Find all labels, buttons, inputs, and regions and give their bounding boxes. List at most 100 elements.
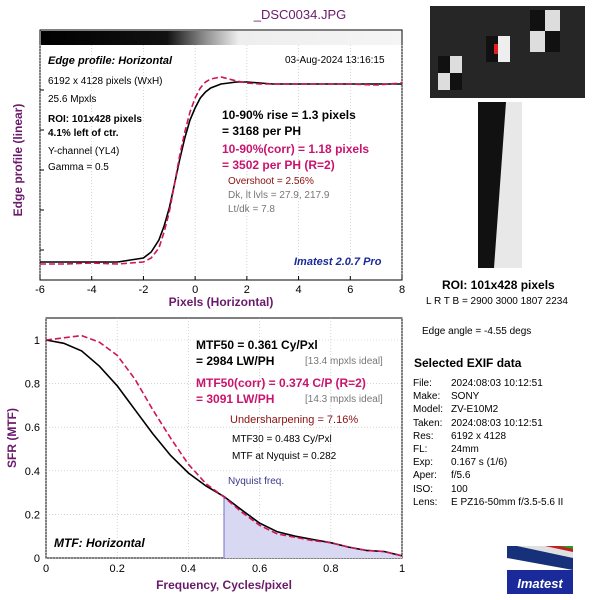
mtf50-corr-ideal: [14.3 mpxls ideal] xyxy=(305,394,383,405)
exif-title: Selected EXIF data xyxy=(414,356,522,370)
exif-row: Make: SONY xyxy=(413,391,479,402)
exif-value: 6192 x 4128 xyxy=(451,430,507,442)
edge-rise-1: 10-90% rise = 1.3 pixels xyxy=(222,108,356,122)
mtf-x-tick-label: 0.2 xyxy=(110,563,125,575)
exif-value: 100 xyxy=(451,483,468,495)
mtf-x-tick-label: 0 xyxy=(43,563,49,575)
mtf-curves xyxy=(45,334,403,557)
edge-overshoot: Overshoot = 2.56% xyxy=(228,176,314,187)
edge-timestamp: 03-Aug-2024 13:16:15 xyxy=(285,55,385,66)
mtf-y-tick-label: 0.8 xyxy=(25,379,40,391)
exif-key: Res: xyxy=(413,430,434,442)
roi-thumbnail-drawing xyxy=(430,6,585,98)
edge-corr-2: = 3502 per PH (R=2) xyxy=(222,158,335,172)
exif-key: Taken: xyxy=(413,417,443,429)
edge-x-tick-label: 2 xyxy=(244,284,250,296)
window-title: _DSC0034.JPG xyxy=(253,7,347,22)
mtf-y-tick-label: 0.4 xyxy=(25,466,40,478)
mtf50-line-2: = 2984 LW/PH xyxy=(196,354,275,368)
roi-crop-preview xyxy=(478,102,522,268)
edge-info-line-2: 25.6 Mpxls xyxy=(48,94,97,105)
exif-value: f/5.6 xyxy=(451,470,471,482)
edge-version: Imatest 2.0.7 Pro xyxy=(294,256,382,268)
exif-row: ISO: 100 xyxy=(413,484,468,495)
exif-row: Taken: 2024:08:03 10:12:51 xyxy=(413,418,543,429)
roi-title: ROI: 101x428 pixels xyxy=(442,278,555,292)
imatest-logo: Imatest xyxy=(507,546,573,594)
edge-x-tick-label: 4 xyxy=(296,284,302,296)
exif-key: ISO: xyxy=(413,483,434,495)
edge-plot-frame xyxy=(39,29,403,281)
edge-gamma: Gamma = 0.5 xyxy=(48,162,109,173)
roi-thumbnail xyxy=(430,6,585,98)
edge-x-tick-label: 0 xyxy=(192,284,198,296)
imatest-logo-text: Imatest xyxy=(517,576,563,591)
edge-roi-line-1: ROI: 101x428 pixels xyxy=(48,114,142,125)
exif-row: Model: ZV-E10M2 xyxy=(413,404,498,415)
mtf-ticks: 0 0.2 0.4 0.6 0.8 1 0 0.2 0.4 0.6 0.8 1 xyxy=(25,335,405,575)
mtf-footer: MTF: Horizontal xyxy=(54,536,145,550)
roi-coords: L R T B = 2900 3000 1807 2234 xyxy=(426,296,568,307)
exif-value: 0.167 s (1/6) xyxy=(451,457,508,469)
exif-key: FL: xyxy=(413,444,428,455)
edge-header: Edge profile: Horizontal xyxy=(48,55,173,67)
mtf-nyquist-value: MTF at Nyquist = 0.282 xyxy=(232,451,337,462)
exif-key: Model: xyxy=(413,404,444,416)
edge-curves xyxy=(40,76,403,265)
edge-levels: Dk, lt lvls = 27.9, 217.9 xyxy=(228,190,330,201)
mtf50-corr-2: = 3091 LW/PH xyxy=(196,392,275,406)
mtf50-corr-1: MTF50(corr) = 0.374 C/P (R=2) xyxy=(196,376,366,390)
exif-row: Aper: f/5.6 xyxy=(413,470,470,481)
exif-value: E PZ16-50mm f/3.5-5.6 II xyxy=(451,496,564,508)
exif-row: File: 2024:08:03 10:12:51 xyxy=(413,378,543,389)
edge-x-tick-label: -6 xyxy=(35,284,45,296)
mtf50-line-1: MTF50 = 0.361 Cy/Pxl xyxy=(196,338,318,352)
mtf-y-tick-label: 1 xyxy=(34,335,40,347)
edge-x-ticks: -6 -4 -2 0 2 4 6 8 xyxy=(35,276,405,296)
mtf-y-tick-label: 0.2 xyxy=(25,509,40,521)
mtf-y-tick-label: 0.6 xyxy=(25,422,40,434)
mtf-y-label: SFR (MTF) xyxy=(5,408,19,468)
edge-info-line-1: 6192 x 4128 pixels (WxH) xyxy=(48,76,163,87)
exif-value: 2024:08:03 10:12:51 xyxy=(451,417,543,429)
edge-x-label: Pixels (Horizontal) xyxy=(169,295,274,309)
undersharpening: Undersharpening = 7.16% xyxy=(230,414,359,426)
edge-ltdk: Lt/dk = 7.8 xyxy=(228,204,275,215)
exif-value: 2024:08:03 10:12:51 xyxy=(451,378,543,389)
exif-row: Res: 6192 x 4128 xyxy=(413,431,506,442)
mtf-x-tick-label: 0.4 xyxy=(181,563,196,575)
mtf-x-tick-label: 0.6 xyxy=(252,563,267,575)
edge-x-tick-label: 6 xyxy=(347,284,353,296)
exif-key: File: xyxy=(413,378,432,389)
edge-roi-line-2: 4.1% left of ctr. xyxy=(48,128,119,139)
edge-x-tick-label: 8 xyxy=(399,284,405,296)
mtf50-ideal: [13.4 mpxls ideal] xyxy=(305,356,383,367)
exif-row: Lens: E PZ16-50mm f/3.5-5.6 II xyxy=(413,497,563,508)
mtf-x-label: Frequency, Cycles/pixel xyxy=(156,578,292,592)
nyquist-label: Nyquist freq. xyxy=(228,476,285,487)
edge-x-tick-label: -2 xyxy=(139,284,149,296)
exif-key: Aper: xyxy=(413,470,437,482)
edge-curve-corrected xyxy=(40,76,403,265)
exif-row: Exp: 0.167 s (1/6) xyxy=(413,457,507,468)
exif-row: FL: 24mm xyxy=(413,444,479,455)
mtf30: MTF30 = 0.483 Cy/Pxl xyxy=(232,434,332,445)
edge-angle: Edge angle = -4.55 degs xyxy=(422,326,532,337)
edge-x-tick-label: -4 xyxy=(87,284,97,296)
mtf-curve-corrected xyxy=(45,334,403,557)
edge-corr-1: 10-90%(corr) = 1.18 pixels xyxy=(222,142,370,156)
exif-value: ZV-E10M2 xyxy=(451,404,499,416)
edge-rise-2: = 3168 per PH xyxy=(222,124,302,138)
exif-value: SONY xyxy=(451,391,480,403)
edge-gradient-strip xyxy=(41,31,401,45)
mtf-grid xyxy=(45,318,403,559)
edge-channel: Y-channel (YL4) xyxy=(48,146,120,157)
edge-y-label: Edge profile (linear) xyxy=(11,104,25,217)
exif-key: Make: xyxy=(413,391,441,403)
exif-value: 24mm xyxy=(451,444,479,455)
roi-crop-drawing xyxy=(478,102,522,268)
exif-key: Exp: xyxy=(413,457,434,469)
imatest-logo-drawing: Imatest xyxy=(507,546,573,594)
mtf-x-tick-label: 0.8 xyxy=(323,563,338,575)
